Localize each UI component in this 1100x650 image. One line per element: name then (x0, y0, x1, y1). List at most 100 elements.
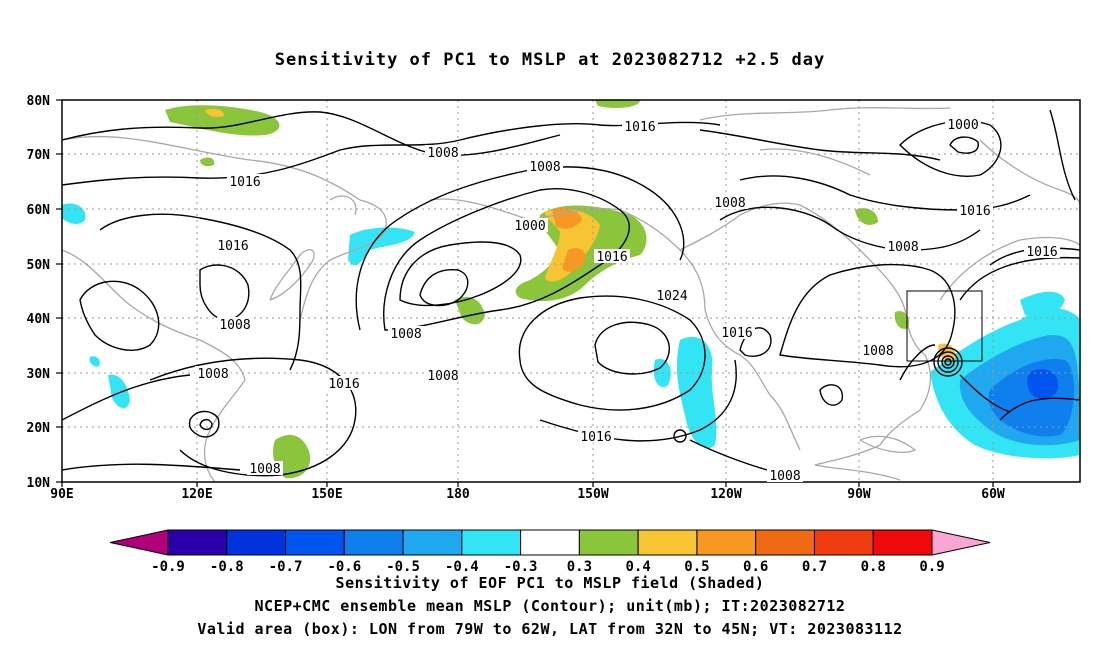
colorbar-label: 0.3 (567, 559, 592, 575)
colorbar-label: -0.5 (386, 559, 420, 575)
colorbar-swatch (696, 529, 757, 556)
latitude-label: 70N (27, 148, 51, 163)
contour-label-background (217, 317, 253, 331)
contour-label: 1016 (721, 326, 752, 341)
latitude-label: 10N (27, 476, 51, 491)
colorbar-swatch (578, 529, 639, 556)
valid-area-box (906, 290, 983, 362)
colorbar-swatch (755, 529, 815, 556)
contour-label: 1008 (219, 318, 250, 333)
colorbar-label: 0.4 (626, 559, 651, 575)
contour-label-background (594, 249, 630, 263)
contour-label: 1008 (427, 146, 458, 161)
positive-sensitivity-region (165, 105, 280, 136)
longitude-label: 150E (311, 487, 342, 502)
colorbar: -0.9 -0.8 -0.7 -0.6 -0.5 -0.4 -0.3 0.3 0.4 0.5 0.6… (109, 529, 991, 575)
contour-label-background (527, 159, 563, 173)
negative-sensitivity-region (1027, 369, 1059, 400)
latitude-labels: 80N 70N 60N 50N 40N 30N 20N 10N (27, 94, 62, 491)
contour-label-background (512, 218, 548, 232)
negative-sensitivity-region (1020, 291, 1065, 317)
colorbar-label: -0.8 (210, 559, 244, 575)
colorbar-label: -0.6 (327, 559, 361, 575)
colorbar-label: 0.5 (684, 559, 709, 575)
longitude-labels: 90E 120E 150E 180 150W 120W 90W 60W (50, 482, 1005, 502)
contour-label-background (767, 468, 803, 482)
latitude-label: 50N (27, 258, 51, 273)
contour-label-background (326, 376, 362, 390)
contour-label: 1016 (229, 175, 260, 190)
contour-label-background (654, 288, 690, 302)
colorbar-label: -0.9 (151, 559, 185, 575)
positive-sensitivity-region (562, 248, 586, 272)
contour-label-background (425, 368, 461, 382)
caption-valid-area: Valid area (box): LON from 79W to 62W, L… (197, 620, 903, 638)
colorbar-swatch (461, 529, 522, 556)
colorbar-swatch (520, 529, 580, 556)
colorbar-swatch (226, 529, 287, 556)
caption-contours: NCEP+CMC ensemble mean MSLP (Contour); u… (254, 597, 846, 615)
contour-label: 1008 (197, 367, 228, 382)
contour-label: 1000 (947, 118, 978, 133)
negative-sensitivity-region (108, 374, 130, 409)
contour-label: 1016 (959, 204, 990, 219)
colorbar-swatch (872, 529, 933, 556)
colorbar-label: -0.3 (504, 559, 538, 575)
colorbar-label: -0.4 (445, 559, 479, 575)
contour-label-background (578, 429, 614, 443)
contour-label-background (215, 238, 251, 252)
latitude-label: 20N (27, 421, 51, 436)
colorbar-high-arrow (931, 529, 991, 556)
contour-label: 1008 (529, 160, 560, 175)
plot-frame (61, 99, 1081, 483)
colorbar-swatch (813, 529, 874, 556)
positive-sensitivity-region (205, 108, 225, 118)
colorbar-label: 0.7 (802, 559, 827, 575)
contour-label: 1008 (390, 327, 421, 342)
contour-label-background (247, 461, 283, 475)
longitude-label: 180 (446, 487, 470, 502)
positive-sensitivity-region (200, 157, 215, 167)
contour-label: 1024 (656, 289, 687, 304)
contour-label: 1016 (624, 120, 655, 135)
contour-label: 1016 (596, 250, 627, 265)
longitude-label: 90E (50, 487, 73, 502)
contour-label-background (712, 195, 748, 209)
contour-label-background (860, 343, 896, 357)
contour-label-background (425, 145, 461, 159)
mslp-contours (62, 109, 1080, 479)
contour-label-background (957, 203, 993, 217)
colorbar-label: -0.7 (269, 559, 303, 575)
negative-sensitivity-region (348, 227, 415, 266)
contour-label-background (227, 174, 263, 188)
positive-sensitivity-region (595, 100, 640, 108)
contour-label: 1008 (887, 240, 918, 255)
latitude-label: 60N (27, 203, 51, 218)
sensitivity-shading (62, 100, 1080, 479)
colorbar-label: 0.9 (919, 559, 944, 575)
negative-sensitivity-region (62, 203, 86, 224)
colorbar-swatch (343, 529, 404, 556)
latitude-label: 80N (27, 94, 51, 109)
contour-label-background (388, 326, 424, 340)
contour-label-background (622, 119, 658, 133)
longitude-label: 120W (710, 487, 741, 502)
contour-label: 1008 (714, 196, 745, 211)
positive-sensitivity-region (855, 208, 878, 225)
longitude-label: 150W (577, 487, 608, 502)
longitude-label: 90W (847, 487, 871, 502)
colorbar-swatch (167, 529, 228, 556)
positive-sensitivity-region (552, 208, 582, 229)
map-title: Sensitivity of PC1 to MSLP at 2023082712… (274, 50, 826, 70)
longitude-label: 120E (181, 487, 212, 502)
longitude-label: 60W (981, 487, 1005, 502)
colorbar-swatch (637, 529, 698, 556)
negative-sensitivity-region (89, 356, 100, 367)
contour-label: 1016 (580, 430, 611, 445)
contour-label: 1000 (514, 219, 545, 234)
contour-label: 1016 (1026, 245, 1057, 260)
colorbar-swatch (402, 529, 463, 556)
caption-shading: Sensitivity of EOF PC1 to MSLP field (Sh… (335, 574, 765, 592)
contour-labels: 1016 1008 1016 1008 1000 1016 1024 1008 1016 1008… (195, 117, 1060, 484)
